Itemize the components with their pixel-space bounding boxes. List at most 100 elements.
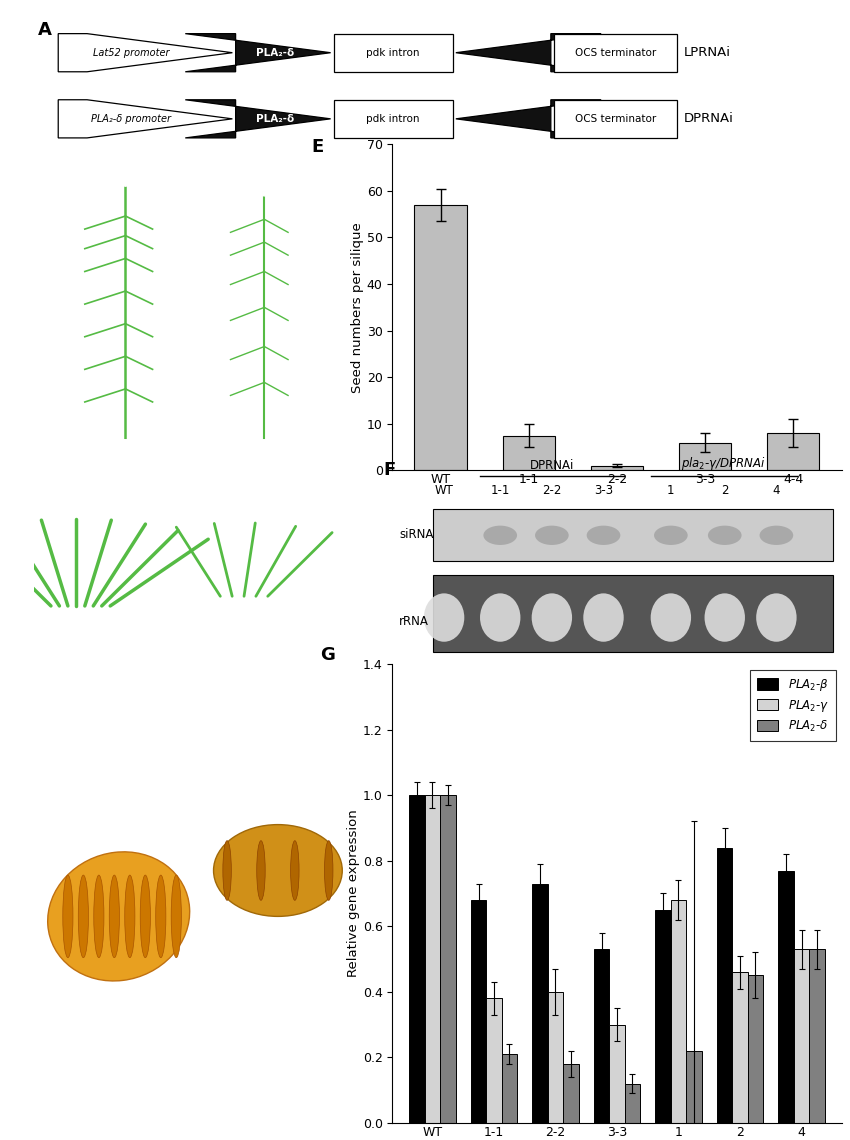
Text: 2: 2 [721, 484, 728, 497]
Text: $pla_{2}$-$\gamma$/DPRNAi: $pla_{2}$-$\gamma$/DPRNAi [681, 455, 766, 472]
Bar [609, 1025, 625, 1123]
Bar [425, 795, 440, 1123]
Ellipse shape [325, 840, 333, 901]
Text: 3-3: 3-3 [594, 484, 613, 497]
Ellipse shape [531, 593, 572, 642]
Point [133, 181, 146, 199]
Ellipse shape [156, 876, 166, 958]
Point [119, 174, 133, 193]
Point [109, 187, 122, 205]
Y-axis label: Seed numbers per silique: Seed numbers per silique [351, 222, 364, 393]
Text: PLA₂-δ: PLA₂-δ [557, 114, 595, 124]
Text: RNAi: RNAi [263, 632, 293, 644]
Bar [502, 1054, 517, 1123]
Polygon shape [58, 34, 232, 72]
Point [258, 184, 271, 202]
Polygon shape [456, 34, 601, 72]
Text: WT: WT [434, 484, 454, 497]
Legend: $PLA_2$-$\beta$, $PLA_2$-$\gamma$, $PLA_2$-$\delta$: $PLA_2$-$\beta$, $PLA_2$-$\gamma$, $PLA_… [750, 670, 836, 741]
Text: DPRNAi: DPRNAi [595, 548, 639, 562]
Bar [767, 433, 819, 471]
Ellipse shape [756, 593, 796, 642]
Bar [440, 795, 456, 1123]
Text: E: E [312, 138, 324, 156]
Polygon shape [456, 100, 601, 138]
Ellipse shape [705, 593, 745, 642]
Text: PLA₂-δ: PLA₂-δ [557, 48, 595, 58]
Text: pdk intron: pdk intron [366, 48, 420, 58]
Polygon shape [185, 34, 331, 72]
Ellipse shape [78, 876, 88, 958]
Bar [779, 871, 794, 1123]
Y-axis label: Relative gene expression: Relative gene expression [347, 809, 360, 977]
Bar [334, 34, 452, 72]
Text: DPRNAi: DPRNAi [530, 459, 574, 472]
Bar [433, 510, 832, 561]
Bar [547, 992, 564, 1123]
Text: RNAi: RNAi [237, 734, 268, 747]
Bar [655, 910, 671, 1123]
Bar [733, 972, 748, 1123]
Text: WT: WT [109, 438, 128, 451]
Ellipse shape [708, 526, 741, 545]
Text: F: F [383, 461, 396, 479]
Text: 1: 1 [667, 484, 675, 497]
Bar [564, 1064, 579, 1123]
Bar [625, 1083, 640, 1123]
Text: PLA₂-δ: PLA₂-δ [257, 48, 295, 58]
Ellipse shape [480, 593, 520, 642]
Bar [594, 950, 609, 1123]
Ellipse shape [760, 526, 793, 545]
Text: RNAi: RNAi [249, 438, 280, 451]
Ellipse shape [535, 526, 569, 545]
Ellipse shape [654, 526, 688, 545]
Ellipse shape [125, 876, 135, 958]
Point [251, 194, 264, 212]
Bar [554, 100, 677, 138]
Polygon shape [185, 100, 331, 138]
Text: Lat52 promoter: Lat52 promoter [94, 48, 170, 58]
Bar [554, 34, 677, 72]
Bar [502, 435, 555, 471]
Text: siRNA: siRNA [400, 528, 434, 540]
Ellipse shape [257, 840, 265, 901]
Bar [591, 466, 643, 471]
Ellipse shape [586, 526, 620, 545]
Text: /DPRNAi: /DPRNAi [770, 588, 816, 597]
Bar [334, 100, 452, 138]
Bar [415, 205, 468, 471]
Bar [686, 1051, 701, 1123]
Bar [794, 950, 809, 1123]
Polygon shape [58, 100, 232, 138]
Ellipse shape [48, 852, 190, 980]
Bar [717, 847, 733, 1123]
Text: DPRNAi: DPRNAi [684, 113, 734, 125]
Ellipse shape [223, 840, 231, 901]
Bar [532, 884, 547, 1123]
Bar [471, 899, 486, 1123]
Text: 2-2: 2-2 [542, 484, 562, 497]
Point [268, 190, 281, 209]
Text: PLA₂-δ promoter: PLA₂-δ promoter [91, 114, 172, 124]
Text: G: G [320, 645, 336, 663]
Ellipse shape [583, 593, 624, 642]
Text: OCS terminator: OCS terminator [575, 114, 656, 124]
Ellipse shape [94, 876, 104, 958]
Text: $pla_{2}$-$\gamma$: $pla_{2}$-$\gamma$ [775, 548, 811, 563]
Text: 4: 4 [773, 484, 780, 497]
Text: pdk intron: pdk intron [366, 114, 420, 124]
Bar [678, 442, 732, 471]
Bar [486, 999, 501, 1123]
Text: WT: WT [92, 632, 112, 644]
Text: D: D [44, 701, 60, 718]
Text: C: C [44, 477, 58, 495]
Text: OCS terminator: OCS terminator [575, 48, 656, 58]
Ellipse shape [110, 876, 119, 958]
Bar [433, 575, 832, 652]
Ellipse shape [424, 593, 464, 642]
Ellipse shape [63, 876, 73, 958]
Ellipse shape [291, 840, 299, 901]
Text: B: B [44, 150, 58, 169]
Text: WT: WT [58, 1041, 78, 1054]
Text: PLA₂-δ: PLA₂-δ [257, 114, 295, 124]
